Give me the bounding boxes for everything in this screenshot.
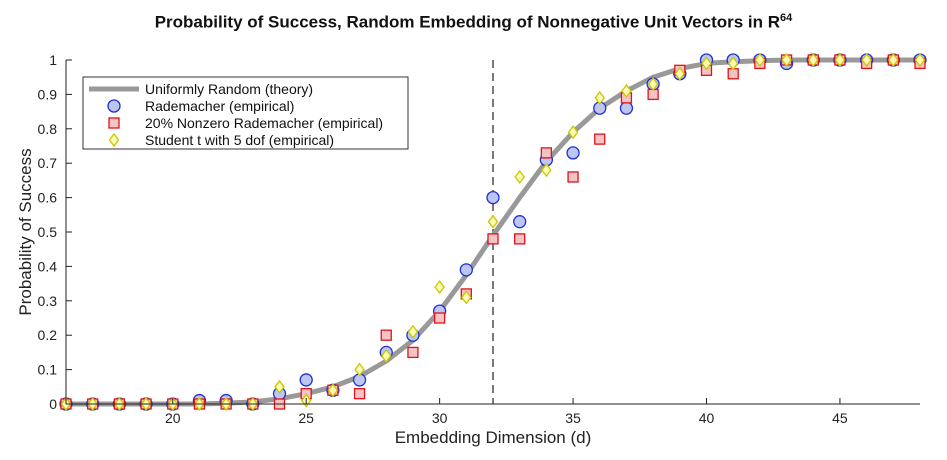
point-diamond-26 [754, 52, 766, 68]
y-tick-label: 0.9 [38, 86, 58, 102]
point-diamond-18 [541, 162, 552, 178]
x-tick-label: 25 [298, 410, 314, 426]
point-square-13 [407, 346, 419, 359]
legend-entry-square: 20% Nonzero Rademacher (empirical) [145, 115, 383, 131]
point-square-18 [540, 147, 553, 159]
x-tick-label: 45 [832, 410, 848, 426]
point-square-19 [567, 171, 579, 183]
y-tick-label: 0.8 [38, 121, 58, 137]
point-diamond-14 [434, 279, 445, 295]
x-tick-label: 35 [565, 410, 581, 426]
y-axis-label: Probability of Success [16, 148, 35, 315]
point-diamond-22 [647, 76, 659, 92]
legend-entry-circle: Rademacher (empirical) [145, 98, 294, 114]
y-tick-label: 0.7 [38, 155, 58, 171]
y-tick-label: 0 [49, 396, 57, 412]
legend-entry-theory: Uniformly Random (theory) [145, 81, 313, 97]
point-diamond-24 [701, 56, 712, 71]
point-diamond-29 [834, 52, 846, 68]
point-circle-15 [459, 263, 473, 277]
point-circle-17 [513, 215, 527, 229]
y-tick-label: 0.3 [38, 293, 58, 309]
point-diamond-20 [594, 90, 606, 105]
point-diamond-28 [807, 52, 819, 68]
point-square-14 [433, 312, 446, 324]
x-tick-label: 20 [165, 410, 181, 426]
point-diamond-15 [461, 290, 472, 305]
point-diamond-10 [327, 383, 339, 398]
point-square-12 [380, 329, 392, 341]
x-axis-label: Embedding Dimension (d) [395, 428, 592, 447]
legend: Uniformly Random (theory)Rademacher (emp… [82, 76, 409, 150]
y-tick-label: 0.1 [38, 362, 58, 378]
chart-title-superscript: 64 [780, 12, 793, 24]
point-diamond-25 [727, 56, 739, 71]
y-tick-label: 1 [49, 52, 57, 68]
point-diamond-23 [674, 66, 686, 81]
x-tick-label: 30 [432, 410, 448, 426]
point-square-20 [594, 133, 606, 145]
y-tick-label: 0.6 [38, 190, 58, 206]
x-tick-label: 40 [699, 410, 715, 426]
point-circle-21 [619, 101, 634, 115]
point-diamond-19 [567, 125, 579, 140]
point-diamond-30 [861, 52, 872, 68]
chart-title: Probability of Success, Random Embedding… [0, 12, 947, 33]
axes: 20 25 30 35 40 45 0 0.1 0.2 0.3 0.4 0.5 0.6 0.7 0.8 0.9… [16, 52, 920, 447]
point-diamond-13 [407, 324, 419, 339]
point-diamond-32 [914, 52, 926, 68]
point-square-11 [353, 388, 366, 400]
point-diamond-27 [781, 52, 792, 68]
chart-title-text: Probability of Success, Random Embedding… [154, 12, 781, 32]
y-tick-label: 0.2 [38, 327, 58, 343]
point-circle-16 [486, 190, 500, 205]
y-tick-label: 0.4 [38, 258, 58, 274]
point-diamond-12 [380, 348, 392, 363]
point-square-17 [514, 233, 526, 245]
point-diamond-17 [514, 169, 525, 185]
point-square-16 [487, 233, 499, 245]
legend-entry-diamond: Student t with 5 dof (empirical) [145, 132, 334, 148]
point-diamond-31 [888, 52, 899, 68]
point-diamond-21 [621, 83, 632, 99]
legend-swatch-circle [107, 99, 121, 113]
series-diamond [60, 52, 926, 412]
legend-swatch-diamond [108, 132, 120, 148]
y-tick-label: 0.5 [38, 224, 58, 240]
legend-swatch-square [108, 117, 120, 129]
point-circle-9 [299, 373, 313, 387]
point-diamond-8 [274, 379, 285, 394]
point-diamond-11 [354, 362, 365, 377]
point-diamond-16 [487, 214, 499, 229]
point-circle-19 [566, 146, 580, 160]
